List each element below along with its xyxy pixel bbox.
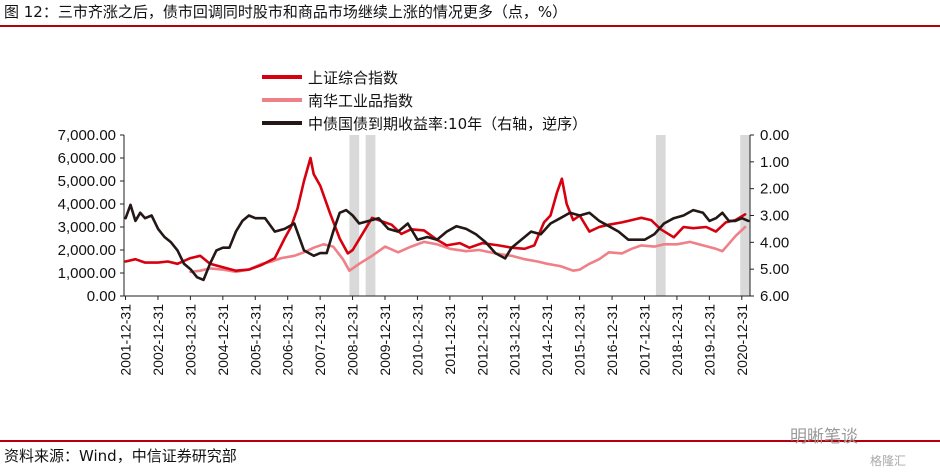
- left-tick-label: 2,000.00: [58, 242, 116, 259]
- right-tick-label: 1.00: [760, 154, 789, 171]
- left-tick-label: 1,000.00: [58, 265, 116, 282]
- left-tick-label: 6,000.00: [58, 150, 116, 167]
- legend-label-2: 中债国债到期收益率:10年（右轴，逆序）: [308, 115, 587, 133]
- x-tick-label: 2014-12-31: [539, 304, 555, 376]
- left-tick-label: 4,000.00: [58, 196, 116, 213]
- left-tick-label: 5,000.00: [58, 173, 116, 190]
- series-cgb-10y-yield: [124, 203, 750, 282]
- x-tick-label: 2008-12-31: [345, 304, 361, 376]
- x-tick-label: 2005-12-31: [247, 304, 263, 376]
- left-tick-label: 0.00: [87, 288, 116, 305]
- x-tick-label: 2018-12-31: [669, 304, 685, 376]
- x-tick-label: 2006-12-31: [280, 304, 296, 376]
- figure-title: 图 12：三市齐涨之后，债市回调同时股市和商品市场继续上涨的情况更多（点，%）: [4, 3, 568, 21]
- x-axis-ticks: 2001-12-31 2002-12-31 2003-12-31 2004-12-31…: [118, 296, 750, 376]
- x-tick-label: 2009-12-31: [377, 304, 393, 376]
- source-note: 资料来源：Wind，中信证券研究部: [4, 447, 237, 465]
- title-rule: [0, 25, 940, 27]
- x-tick-label: 2003-12-31: [182, 304, 198, 376]
- x-tick-label: 2017-12-31: [636, 304, 652, 376]
- x-tick-label: 2010-12-31: [409, 304, 425, 376]
- x-tick-label: 2016-12-31: [604, 304, 620, 376]
- series-sse-composite: [124, 156, 747, 273]
- x-tick-label: 2019-12-31: [701, 304, 717, 376]
- x-tick-label: 2007-12-31: [312, 304, 328, 376]
- right-tick-label: 0.00: [760, 127, 789, 144]
- right-tick-label: 2.00: [760, 181, 789, 198]
- watermark: 明晰笔谈: [790, 427, 858, 447]
- x-tick-label: 2012-12-31: [474, 304, 490, 376]
- x-tick-label: 2015-12-31: [572, 304, 588, 376]
- shaded-period-2: [655, 135, 666, 296]
- x-tick-label: 2020-12-31: [734, 304, 750, 376]
- x-tick-label: 2002-12-31: [150, 304, 166, 376]
- legend-label-0: 上证综合指数: [308, 69, 398, 87]
- series-lines: [124, 156, 750, 282]
- shaded-period-1: [365, 135, 376, 296]
- legend-label-1: 南华工业品指数: [308, 92, 413, 110]
- watermark-sub: 格隆汇: [870, 454, 907, 468]
- left-tick-label: 3,000.00: [58, 219, 116, 236]
- footer-rule: [0, 440, 940, 442]
- x-tick-label: 2001-12-31: [118, 304, 134, 376]
- series-nanhua-industrial: [189, 225, 747, 274]
- right-axis-ticks: 0.00 1.00 2.00 3.00 4.00 5.00 6.00: [750, 127, 789, 305]
- left-axis-ticks: 0.00 1,000.00 2,000.00 3,000.00 4,000.00 5,00…: [58, 127, 124, 305]
- x-tick-label: 2004-12-31: [215, 304, 231, 376]
- right-tick-label: 3.00: [760, 208, 789, 225]
- right-tick-label: 4.00: [760, 234, 789, 251]
- x-tick-label: 2011-12-31: [442, 304, 458, 375]
- left-tick-label: 7,000.00: [58, 127, 116, 144]
- right-tick-label: 5.00: [760, 261, 789, 278]
- x-tick-label: 2013-12-31: [507, 304, 523, 376]
- right-tick-label: 6.00: [760, 288, 789, 305]
